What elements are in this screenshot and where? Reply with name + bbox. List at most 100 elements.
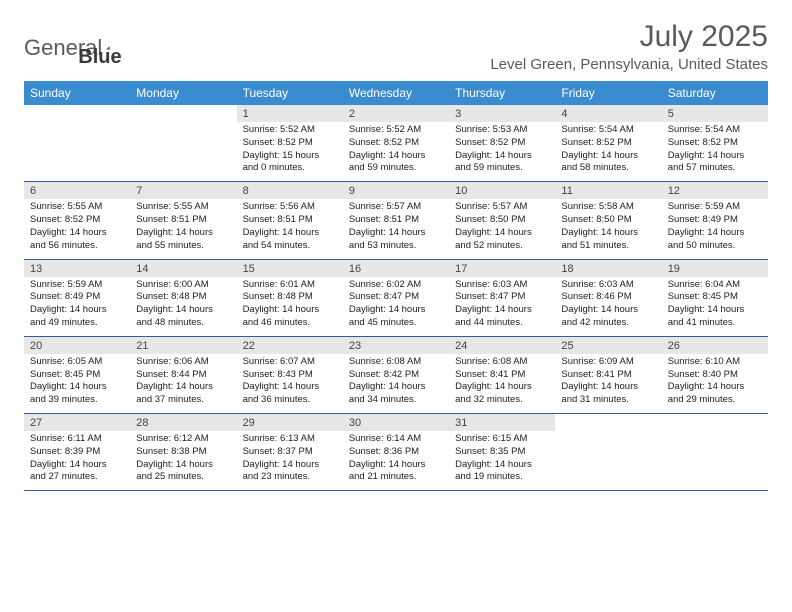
calendar-table: SundayMondayTuesdayWednesdayThursdayFrid… xyxy=(24,81,768,491)
day-number: 12 xyxy=(662,182,768,199)
calendar-day-cell: 23Sunrise: 6:08 AMSunset: 8:42 PMDayligh… xyxy=(343,336,449,413)
day-number: 2 xyxy=(343,105,449,122)
day-content: Sunrise: 6:08 AMSunset: 8:41 PMDaylight:… xyxy=(449,354,555,413)
day-number: 26 xyxy=(662,337,768,354)
calendar-day-cell: 8Sunrise: 5:56 AMSunset: 8:51 PMDaylight… xyxy=(237,182,343,259)
header: General Blue July 2025 Level Green, Penn… xyxy=(24,20,768,73)
calendar-day-cell: 30Sunrise: 6:14 AMSunset: 8:36 PMDayligh… xyxy=(343,414,449,491)
day-content: Sunrise: 6:14 AMSunset: 8:36 PMDaylight:… xyxy=(343,431,449,490)
calendar-day-cell: 5Sunrise: 5:54 AMSunset: 8:52 PMDaylight… xyxy=(662,105,768,182)
day-content: Sunrise: 6:15 AMSunset: 8:35 PMDaylight:… xyxy=(449,431,555,490)
day-content: Sunrise: 5:55 AMSunset: 8:51 PMDaylight:… xyxy=(130,199,236,258)
day-content: Sunrise: 5:56 AMSunset: 8:51 PMDaylight:… xyxy=(237,199,343,258)
day-number: 4 xyxy=(555,105,661,122)
calendar-week-row: . . 1Sunrise: 5:52 AMSunset: 8:52 PMDayl… xyxy=(24,105,768,182)
calendar-day-cell: 13Sunrise: 5:59 AMSunset: 8:49 PMDayligh… xyxy=(24,259,130,336)
calendar-day-cell: . xyxy=(662,414,768,491)
calendar-week-row: 13Sunrise: 5:59 AMSunset: 8:49 PMDayligh… xyxy=(24,259,768,336)
day-content: Sunrise: 5:52 AMSunset: 8:52 PMDaylight:… xyxy=(237,122,343,181)
day-content: Sunrise: 5:57 AMSunset: 8:50 PMDaylight:… xyxy=(449,199,555,258)
day-number: 31 xyxy=(449,414,555,431)
calendar-day-cell: 14Sunrise: 6:00 AMSunset: 8:48 PMDayligh… xyxy=(130,259,236,336)
day-content: Sunrise: 6:11 AMSunset: 8:39 PMDaylight:… xyxy=(24,431,130,490)
calendar-day-cell: 12Sunrise: 5:59 AMSunset: 8:49 PMDayligh… xyxy=(662,182,768,259)
day-number: 7 xyxy=(130,182,236,199)
calendar-day-cell: 21Sunrise: 6:06 AMSunset: 8:44 PMDayligh… xyxy=(130,336,236,413)
calendar-day-cell: 16Sunrise: 6:02 AMSunset: 8:47 PMDayligh… xyxy=(343,259,449,336)
calendar-day-cell: 6Sunrise: 5:55 AMSunset: 8:52 PMDaylight… xyxy=(24,182,130,259)
day-number: 15 xyxy=(237,260,343,277)
logo-text-blue: Blue xyxy=(78,46,121,69)
day-number: 5 xyxy=(662,105,768,122)
day-number: 10 xyxy=(449,182,555,199)
day-header: Saturday xyxy=(662,81,768,105)
calendar-week-row: 6Sunrise: 5:55 AMSunset: 8:52 PMDaylight… xyxy=(24,182,768,259)
calendar-day-cell: 2Sunrise: 5:52 AMSunset: 8:52 PMDaylight… xyxy=(343,105,449,182)
day-number: 22 xyxy=(237,337,343,354)
calendar-day-cell: . xyxy=(24,105,130,182)
day-header: Friday xyxy=(555,81,661,105)
day-content: Sunrise: 6:02 AMSunset: 8:47 PMDaylight:… xyxy=(343,277,449,336)
day-number: 24 xyxy=(449,337,555,354)
calendar-day-cell: 27Sunrise: 6:11 AMSunset: 8:39 PMDayligh… xyxy=(24,414,130,491)
day-content: Sunrise: 5:59 AMSunset: 8:49 PMDaylight:… xyxy=(24,277,130,336)
title-block: July 2025 Level Green, Pennsylvania, Uni… xyxy=(490,20,768,73)
day-content: Sunrise: 5:59 AMSunset: 8:49 PMDaylight:… xyxy=(662,199,768,258)
day-number: 16 xyxy=(343,260,449,277)
calendar-day-cell: 4Sunrise: 5:54 AMSunset: 8:52 PMDaylight… xyxy=(555,105,661,182)
day-content: Sunrise: 6:08 AMSunset: 8:42 PMDaylight:… xyxy=(343,354,449,413)
day-content: Sunrise: 5:53 AMSunset: 8:52 PMDaylight:… xyxy=(449,122,555,181)
calendar-day-cell: 31Sunrise: 6:15 AMSunset: 8:35 PMDayligh… xyxy=(449,414,555,491)
calendar-day-cell: 19Sunrise: 6:04 AMSunset: 8:45 PMDayligh… xyxy=(662,259,768,336)
calendar-day-cell: 20Sunrise: 6:05 AMSunset: 8:45 PMDayligh… xyxy=(24,336,130,413)
day-content: Sunrise: 6:09 AMSunset: 8:41 PMDaylight:… xyxy=(555,354,661,413)
day-content: Sunrise: 5:58 AMSunset: 8:50 PMDaylight:… xyxy=(555,199,661,258)
calendar-day-cell: 7Sunrise: 5:55 AMSunset: 8:51 PMDaylight… xyxy=(130,182,236,259)
calendar-week-row: 20Sunrise: 6:05 AMSunset: 8:45 PMDayligh… xyxy=(24,336,768,413)
day-number: 14 xyxy=(130,260,236,277)
day-header: Thursday xyxy=(449,81,555,105)
day-content: Sunrise: 5:57 AMSunset: 8:51 PMDaylight:… xyxy=(343,199,449,258)
day-content: Sunrise: 6:10 AMSunset: 8:40 PMDaylight:… xyxy=(662,354,768,413)
calendar-day-cell: 3Sunrise: 5:53 AMSunset: 8:52 PMDaylight… xyxy=(449,105,555,182)
calendar-day-cell: 29Sunrise: 6:13 AMSunset: 8:37 PMDayligh… xyxy=(237,414,343,491)
day-number: 1 xyxy=(237,105,343,122)
calendar-day-cell: 18Sunrise: 6:03 AMSunset: 8:46 PMDayligh… xyxy=(555,259,661,336)
day-number: 8 xyxy=(237,182,343,199)
day-number: 23 xyxy=(343,337,449,354)
day-content: Sunrise: 6:01 AMSunset: 8:48 PMDaylight:… xyxy=(237,277,343,336)
calendar-day-cell: 28Sunrise: 6:12 AMSunset: 8:38 PMDayligh… xyxy=(130,414,236,491)
day-number: 6 xyxy=(24,182,130,199)
day-content: Sunrise: 6:03 AMSunset: 8:46 PMDaylight:… xyxy=(555,277,661,336)
day-number: 17 xyxy=(449,260,555,277)
logo: General Blue xyxy=(24,26,122,69)
day-number: 19 xyxy=(662,260,768,277)
day-content: Sunrise: 6:12 AMSunset: 8:38 PMDaylight:… xyxy=(130,431,236,490)
day-content: Sunrise: 6:07 AMSunset: 8:43 PMDaylight:… xyxy=(237,354,343,413)
day-content: Sunrise: 6:13 AMSunset: 8:37 PMDaylight:… xyxy=(237,431,343,490)
day-content: Sunrise: 6:03 AMSunset: 8:47 PMDaylight:… xyxy=(449,277,555,336)
day-number: 25 xyxy=(555,337,661,354)
day-header: Sunday xyxy=(24,81,130,105)
day-content: Sunrise: 5:52 AMSunset: 8:52 PMDaylight:… xyxy=(343,122,449,181)
calendar-day-cell: 24Sunrise: 6:08 AMSunset: 8:41 PMDayligh… xyxy=(449,336,555,413)
calendar-day-cell: 26Sunrise: 6:10 AMSunset: 8:40 PMDayligh… xyxy=(662,336,768,413)
page-title: July 2025 xyxy=(490,20,768,54)
calendar-day-cell: 1Sunrise: 5:52 AMSunset: 8:52 PMDaylight… xyxy=(237,105,343,182)
calendar-day-cell: 15Sunrise: 6:01 AMSunset: 8:48 PMDayligh… xyxy=(237,259,343,336)
day-number: 20 xyxy=(24,337,130,354)
day-number: 11 xyxy=(555,182,661,199)
day-number: 18 xyxy=(555,260,661,277)
day-number: 29 xyxy=(237,414,343,431)
day-content: Sunrise: 6:00 AMSunset: 8:48 PMDaylight:… xyxy=(130,277,236,336)
day-number: 9 xyxy=(343,182,449,199)
day-number: 13 xyxy=(24,260,130,277)
calendar-day-cell: 17Sunrise: 6:03 AMSunset: 8:47 PMDayligh… xyxy=(449,259,555,336)
calendar-week-row: 27Sunrise: 6:11 AMSunset: 8:39 PMDayligh… xyxy=(24,414,768,491)
day-content: Sunrise: 6:04 AMSunset: 8:45 PMDaylight:… xyxy=(662,277,768,336)
day-header: Wednesday xyxy=(343,81,449,105)
day-content: Sunrise: 6:06 AMSunset: 8:44 PMDaylight:… xyxy=(130,354,236,413)
calendar-day-cell: 11Sunrise: 5:58 AMSunset: 8:50 PMDayligh… xyxy=(555,182,661,259)
location-text: Level Green, Pennsylvania, United States xyxy=(490,56,768,73)
calendar-day-cell: 10Sunrise: 5:57 AMSunset: 8:50 PMDayligh… xyxy=(449,182,555,259)
